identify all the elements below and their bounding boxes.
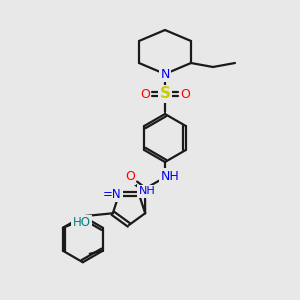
Text: =N: =N [103, 188, 121, 201]
Text: NH: NH [139, 186, 155, 196]
Text: O: O [180, 88, 190, 100]
Text: S: S [160, 86, 170, 101]
Text: O: O [125, 170, 135, 184]
Text: NH: NH [160, 169, 179, 182]
Text: N: N [160, 68, 170, 80]
Text: HO: HO [73, 216, 91, 229]
Text: O: O [140, 88, 150, 100]
